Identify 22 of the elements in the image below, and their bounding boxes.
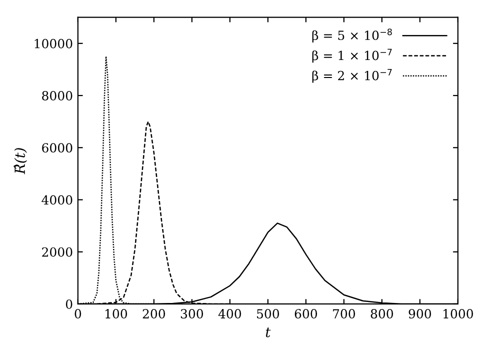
x-tick-label: 600 [294,309,318,319]
x-tick-label: 300 [180,309,204,319]
y-tick-label: 6000 [42,143,72,153]
x-tick-label: 800 [370,309,394,319]
x-tick-label: 400 [218,309,242,319]
x-tick-label: 100 [106,309,128,319]
y-tick-label: 2000 [42,247,72,257]
y-tick-label: 10000 [34,38,72,48]
y-tick-label: 4000 [42,195,72,205]
x-axis-title: t [266,328,271,338]
x-tick-label: 0 [74,309,82,319]
x-tick-label: 900 [408,309,432,319]
y-tick-label: 0 [66,299,72,309]
x-tick-label: 700 [333,309,356,319]
legend-label: β = 1 × 10$^{−7}$ [312,48,392,63]
x-tick-label: 1000 [444,309,473,319]
legend-label: β = 5 × 10$^{−8}$ [312,28,392,42]
y-tick-label: 8000 [42,90,72,100]
x-tick-label: 200 [142,309,166,319]
y-axis-title: R̂(t) [14,148,28,174]
x-tick-label: 500 [257,309,280,319]
legend-label: β = 2 × 10$^{−7}$ [312,68,392,83]
